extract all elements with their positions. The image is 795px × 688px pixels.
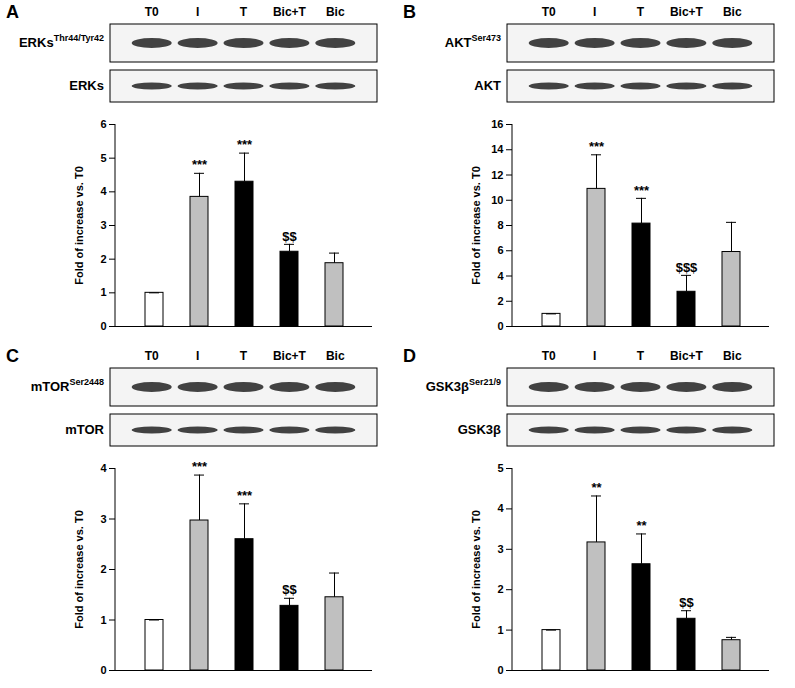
svg-text:3: 3: [497, 543, 503, 555]
svg-text:5: 5: [100, 152, 106, 164]
svg-text:6: 6: [497, 244, 503, 256]
svg-text:***: ***: [192, 157, 208, 172]
svg-text:$$$: $$$: [676, 260, 698, 275]
svg-text:T: T: [240, 349, 248, 363]
svg-text:***: ***: [192, 459, 208, 474]
svg-text:Fold of increase vs. T0: Fold of increase vs. T0: [73, 166, 85, 285]
svg-text:16: 16: [491, 118, 503, 130]
svg-text:***: ***: [634, 183, 650, 198]
svg-text:4: 4: [497, 270, 504, 282]
svg-text:$$: $$: [282, 229, 297, 244]
svg-text:Bic: Bic: [326, 349, 345, 363]
svg-text:1: 1: [497, 624, 503, 636]
svg-text:Bic: Bic: [723, 349, 742, 363]
svg-text:T: T: [240, 5, 248, 19]
svg-text:1: 1: [100, 286, 106, 298]
svg-text:T0: T0: [542, 349, 556, 363]
svg-text:T: T: [637, 349, 645, 363]
svg-text:3: 3: [100, 513, 106, 525]
svg-text:***: ***: [237, 488, 253, 503]
svg-text:2: 2: [497, 583, 503, 595]
svg-text:4: 4: [497, 502, 504, 514]
svg-text:**: **: [591, 480, 602, 495]
svg-text:***: ***: [237, 137, 253, 152]
svg-text:T: T: [637, 5, 645, 19]
svg-text:Bic+T: Bic+T: [670, 5, 704, 19]
svg-text:3: 3: [100, 219, 106, 231]
svg-text:8: 8: [497, 219, 503, 231]
svg-text:2: 2: [100, 253, 106, 265]
svg-text:AKT: AKT: [474, 78, 501, 93]
svg-text:Bic+T: Bic+T: [273, 5, 307, 19]
svg-text:4: 4: [100, 185, 107, 197]
svg-text:T0: T0: [542, 5, 556, 19]
svg-text:Bic: Bic: [326, 5, 345, 19]
svg-text:5: 5: [497, 462, 503, 474]
svg-text:I: I: [196, 349, 199, 363]
html-text:A: A: [6, 2, 19, 22]
svg-text:$$: $$: [282, 582, 297, 597]
svg-text:2: 2: [100, 563, 106, 575]
svg-text:10: 10: [491, 194, 503, 206]
svg-text:AKTSer473: AKTSer473: [445, 33, 501, 50]
svg-text:4: 4: [100, 462, 107, 474]
html-text:B: B: [403, 2, 416, 22]
svg-text:ERKsThr44/Tyr42: ERKsThr44/Tyr42: [19, 33, 104, 50]
svg-text:T0: T0: [145, 349, 159, 363]
svg-text:Bic: Bic: [723, 5, 742, 19]
svg-text:0: 0: [100, 320, 106, 332]
svg-text:Fold of increase vs. T0: Fold of increase vs. T0: [470, 510, 482, 629]
svg-text:Fold of increase vs. T0: Fold of increase vs. T0: [470, 166, 482, 285]
svg-text:mTORSer2448: mTORSer2448: [31, 377, 104, 394]
svg-text:2: 2: [497, 295, 503, 307]
svg-text:I: I: [593, 349, 596, 363]
svg-text:1: 1: [100, 614, 106, 626]
svg-text:Fold of increase vs. T0: Fold of increase vs. T0: [73, 510, 85, 629]
svg-text:0: 0: [497, 664, 503, 676]
svg-text:I: I: [593, 5, 596, 19]
svg-text:GSK3βSer21/9: GSK3βSer21/9: [426, 377, 501, 394]
svg-text:$$: $$: [679, 595, 694, 610]
html-text:D: D: [403, 346, 416, 366]
svg-text:ERKs: ERKs: [69, 78, 104, 93]
svg-text:12: 12: [491, 169, 503, 181]
svg-text:GSK3β: GSK3β: [458, 422, 501, 437]
svg-text:Bic+T: Bic+T: [670, 349, 704, 363]
svg-text:0: 0: [100, 664, 106, 676]
svg-text:0: 0: [497, 320, 503, 332]
svg-text:**: **: [636, 518, 647, 533]
svg-text:I: I: [196, 5, 199, 19]
svg-text:***: ***: [589, 139, 605, 154]
html-text:C: C: [6, 346, 19, 366]
svg-text:T0: T0: [145, 5, 159, 19]
svg-text:6: 6: [100, 118, 106, 130]
svg-text:mTOR: mTOR: [65, 422, 104, 437]
svg-text:14: 14: [491, 143, 504, 155]
svg-text:Bic+T: Bic+T: [273, 349, 307, 363]
